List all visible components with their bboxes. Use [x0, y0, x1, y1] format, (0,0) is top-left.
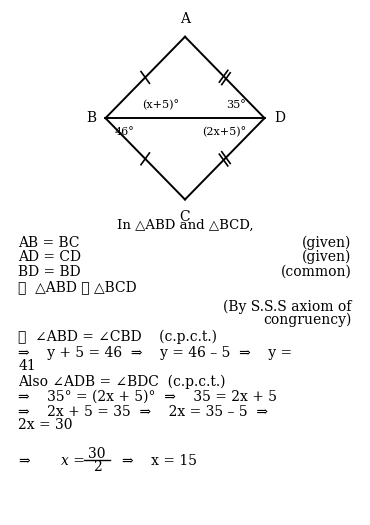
Text: 35°: 35° — [226, 100, 245, 110]
Text: ⇒: ⇒ — [18, 454, 30, 468]
Text: (common): (common) — [280, 265, 351, 279]
Text: (2x+5)°: (2x+5)° — [202, 127, 246, 138]
Text: AD = CD: AD = CD — [18, 250, 81, 264]
Text: ⇒    y + 5 = 46  ⇒    y = 46 – 5  ⇒    y =: ⇒ y + 5 = 46 ⇒ y = 46 – 5 ⇒ y = — [18, 346, 293, 360]
Text: ⇒    2x + 5 = 35  ⇒    2x = 35 – 5  ⇒: ⇒ 2x + 5 = 35 ⇒ 2x = 35 – 5 ⇒ — [18, 405, 269, 418]
Text: ∴  ∠ABD = ∠CBD    (c.p.c.t.): ∴ ∠ABD = ∠CBD (c.p.c.t.) — [18, 330, 218, 344]
Text: 46°: 46° — [115, 127, 134, 137]
Text: Also ∠ADB = ∠BDC  (c.p.c.t.): Also ∠ADB = ∠BDC (c.p.c.t.) — [18, 375, 226, 390]
Text: AB = BC: AB = BC — [18, 236, 80, 249]
Text: A: A — [180, 12, 190, 26]
Text: (x+5)°: (x+5)° — [142, 100, 179, 110]
Text: ⇒    x = 15: ⇒ x = 15 — [122, 454, 197, 468]
Text: C: C — [180, 210, 190, 224]
Text: x =: x = — [61, 454, 85, 468]
Text: 2: 2 — [92, 460, 101, 474]
Text: 30: 30 — [88, 447, 106, 461]
Text: congruency): congruency) — [263, 313, 352, 328]
Text: 41: 41 — [18, 360, 36, 373]
Text: BD = BD: BD = BD — [18, 265, 81, 279]
Text: ∴  △ABD ≅ △BCD: ∴ △ABD ≅ △BCD — [18, 281, 137, 295]
Text: D: D — [274, 111, 285, 125]
Text: (given): (given) — [302, 250, 351, 265]
Text: In △ABD and △BCD,: In △ABD and △BCD, — [117, 219, 253, 232]
Text: (By S.S.S axiom of: (By S.S.S axiom of — [223, 300, 352, 314]
Text: (given): (given) — [302, 235, 351, 250]
Text: 2x = 30: 2x = 30 — [18, 418, 73, 432]
Text: B: B — [86, 111, 96, 125]
Text: ⇒    35° = (2x + 5)°  ⇒    35 = 2x + 5: ⇒ 35° = (2x + 5)° ⇒ 35 = 2x + 5 — [18, 390, 278, 404]
